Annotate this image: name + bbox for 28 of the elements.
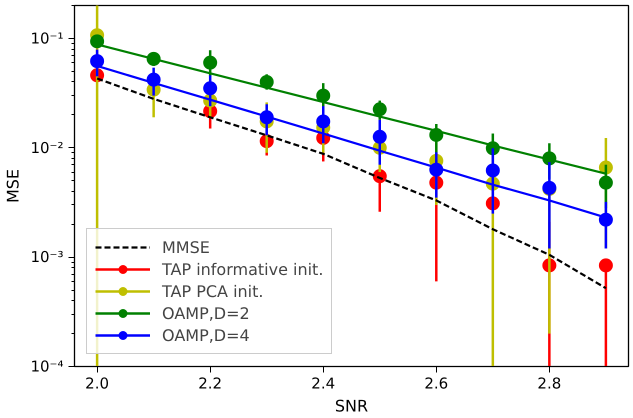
point — [90, 54, 104, 68]
x-tick-label: 2.8 — [537, 374, 562, 392]
y-tick-label: 10⁻² — [30, 138, 64, 157]
point — [598, 212, 613, 227]
point — [90, 34, 104, 48]
legend-label: MMSE — [162, 238, 210, 256]
point — [203, 81, 218, 96]
legend-label: OAMP,D=4 — [162, 326, 250, 344]
point — [372, 102, 387, 116]
legend-label: TAP PCA init. — [162, 282, 264, 300]
x-tick-label: 2.6 — [424, 374, 448, 392]
x-tick-label: 2.2 — [198, 374, 222, 392]
x-axis-title: SNR — [334, 396, 368, 416]
point — [486, 163, 500, 178]
point — [203, 56, 218, 70]
point — [372, 130, 387, 144]
y-tick-label: 10⁻³ — [30, 248, 64, 266]
legend-label: TAP informative init. — [162, 260, 324, 278]
point — [598, 258, 613, 272]
legend-label: OAMP,D=2 — [162, 304, 250, 322]
point — [598, 176, 613, 190]
x-tick-label: 2.4 — [311, 374, 336, 392]
y-tick-label: 10⁻¹ — [30, 29, 64, 48]
point — [316, 114, 330, 128]
x-tick-label: 2.0 — [85, 374, 110, 392]
y-tick-label: 10⁻⁴ — [30, 358, 64, 376]
point — [316, 88, 330, 103]
y-axis-title: MSE — [3, 168, 22, 204]
